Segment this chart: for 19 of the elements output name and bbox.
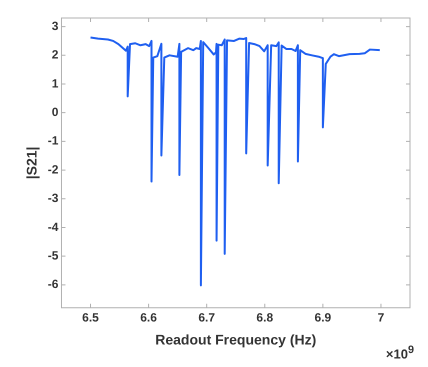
- x-axis-title: Readout Frequency (Hz): [155, 331, 316, 348]
- y-axis-title: |S21|: [23, 146, 40, 180]
- y-tick-label: -6: [48, 277, 59, 292]
- y-tick-label: -2: [48, 162, 59, 176]
- y-tick-label: 3: [52, 18, 59, 33]
- text: ×10$^{9}$: [386, 344, 414, 361]
- x-tick-label: 6.7: [198, 310, 216, 324]
- x-tick-label: 6.5: [82, 310, 100, 324]
- y-tick-label: 2: [52, 48, 59, 62]
- x-tick-label: 6.9: [314, 310, 332, 324]
- y-tick-label: -4: [48, 220, 59, 234]
- y-tick-label: 1: [52, 76, 59, 90]
- y-tick-label: -5: [48, 248, 59, 262]
- y-tick-label: -3: [48, 191, 59, 206]
- x-tick-label: 6.8: [256, 310, 274, 324]
- y-tick-label: -1: [48, 134, 59, 148]
- x-tick-label: 7: [378, 310, 385, 324]
- y-tick-label: 0: [52, 105, 59, 119]
- x-tick-label: 6.6: [140, 310, 158, 324]
